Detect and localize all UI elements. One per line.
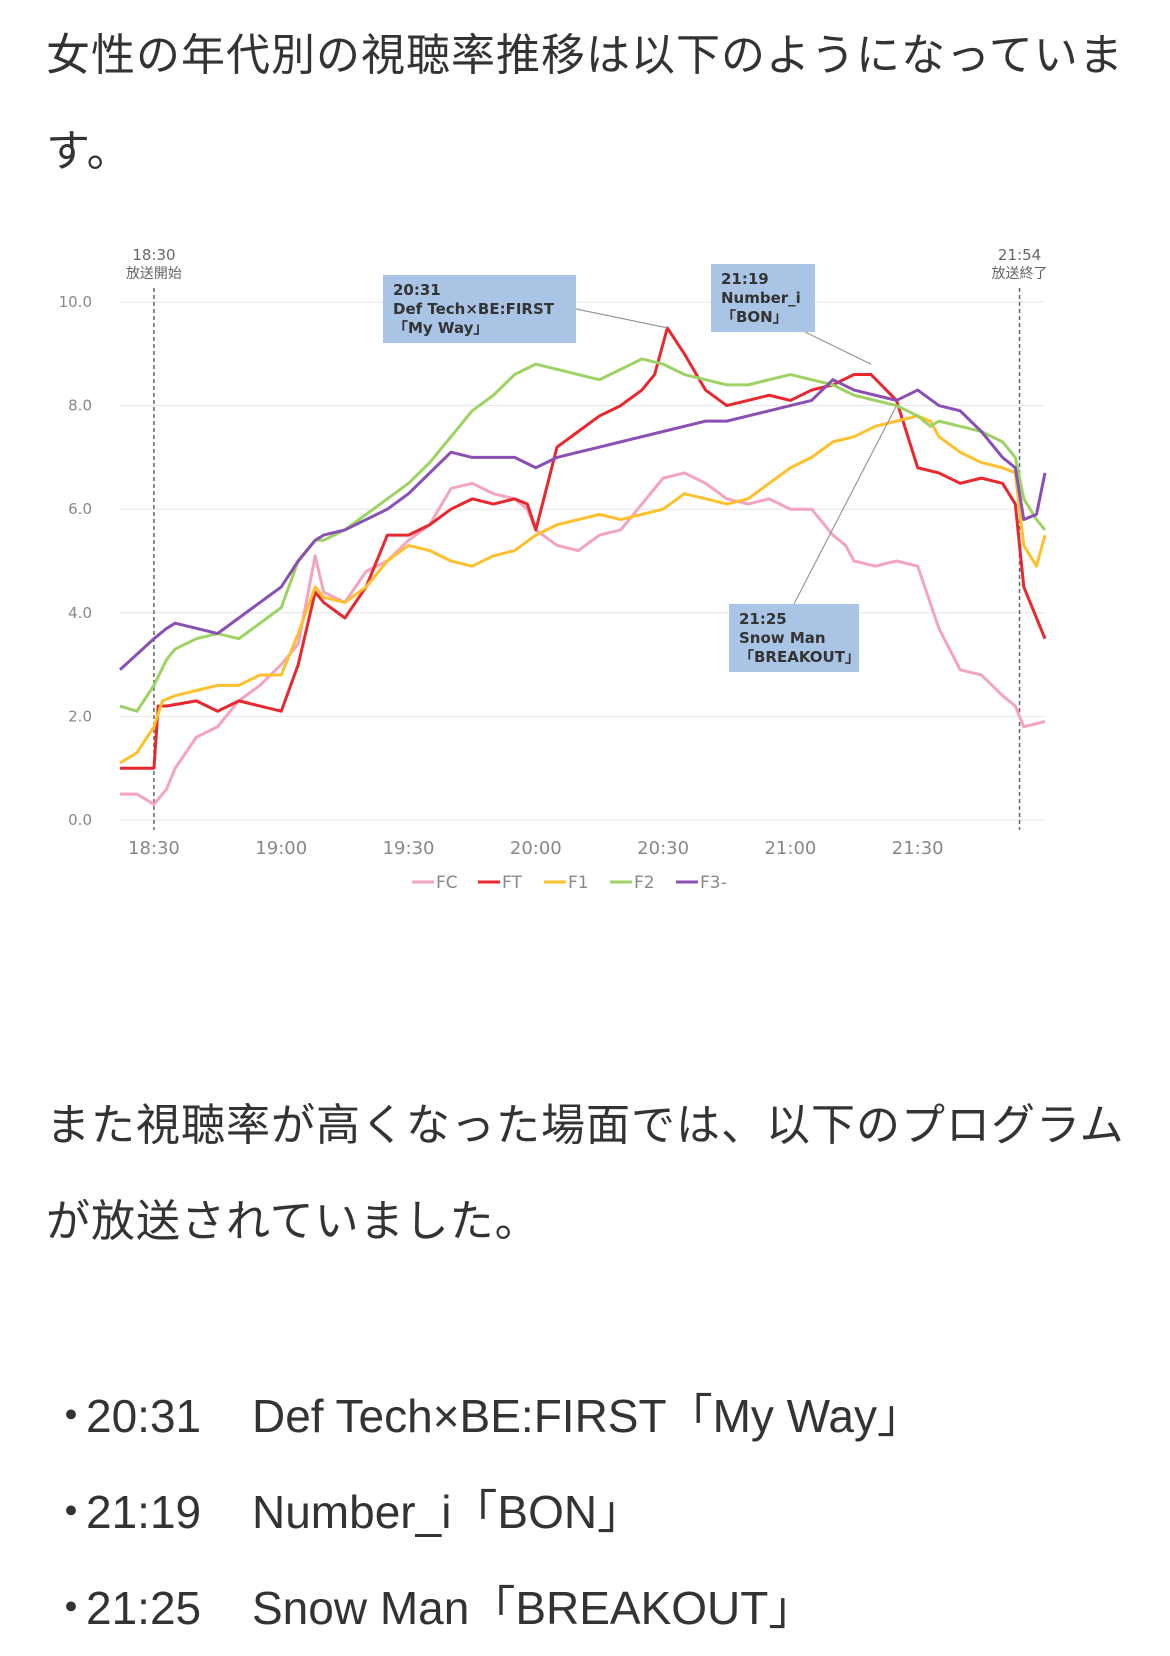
annotation-text: 21:19 bbox=[721, 270, 769, 288]
y-tick-label: 2.0 bbox=[68, 707, 92, 725]
program-time: 21:19 bbox=[86, 1486, 202, 1538]
legend-label: FC bbox=[436, 873, 458, 893]
list-item: ・21:25 Snow Man「BREAKOUT」 bbox=[48, 1560, 923, 1656]
legend-label: F2 bbox=[634, 873, 655, 893]
annotation-leader bbox=[804, 331, 872, 365]
x-tick-label: 18:30 bbox=[128, 838, 180, 859]
programs-intro-paragraph: また視聴率が高くなった場面では、以下のプログラムが放送されていました。 bbox=[46, 1100, 1125, 1247]
annotation-box bbox=[383, 275, 576, 343]
program-title: Def Tech×BE:FIRST「My Way」 bbox=[252, 1390, 923, 1442]
annotation-leader bbox=[575, 308, 668, 329]
legend-label: F1 bbox=[568, 873, 589, 893]
annotation-text: Snow Man bbox=[739, 629, 826, 647]
program-title: Number_i「BON」 bbox=[252, 1486, 644, 1538]
y-tick-label: 0.0 bbox=[68, 811, 92, 829]
annotation-box bbox=[711, 264, 815, 332]
legend-label: F3- bbox=[700, 873, 727, 893]
program-list: ・20:31 Def Tech×BE:FIRST「My Way」 ・21:19 Nu… bbox=[48, 1368, 923, 1656]
series-line-F1 bbox=[119, 414, 1047, 765]
list-item: ・21:19 Number_i「BON」 bbox=[48, 1464, 923, 1560]
line-chart: 0.0 2.0 4.0 6.0 8.0 10.0 18:30 19:00 19:30 20:00 2… bbox=[50, 240, 1120, 940]
annotation-text: 20:31 bbox=[393, 281, 441, 299]
x-tick-label: 20:00 bbox=[510, 838, 562, 859]
annotation-box bbox=[729, 604, 859, 672]
annotation-text: 21:25 bbox=[739, 610, 787, 628]
marker-time: 21:54 bbox=[998, 246, 1041, 264]
intro-paragraph: 女性の年代別の視聴率推移は以下のようになっています。 bbox=[46, 30, 1124, 177]
program-time: 20:31 bbox=[86, 1390, 202, 1442]
series-line-F2 bbox=[119, 357, 1047, 713]
x-tick-label: 20:30 bbox=[637, 838, 689, 859]
x-tick-label: 19:00 bbox=[255, 838, 307, 859]
program-time: 21:25 bbox=[86, 1582, 202, 1634]
x-tick-label: 21:30 bbox=[892, 838, 944, 859]
annotation-text: Def Tech×BE:FIRST bbox=[393, 300, 555, 318]
bullet: ・ bbox=[48, 1486, 94, 1538]
marker-label: 放送開始 bbox=[126, 266, 182, 282]
marker-time: 18:30 bbox=[132, 246, 175, 264]
annotation-leader bbox=[793, 405, 898, 605]
y-tick-label: 8.0 bbox=[68, 397, 92, 415]
program-title: Snow Man「BREAKOUT」 bbox=[252, 1582, 815, 1634]
series-line-FT bbox=[120, 326, 1047, 770]
y-tick-label: 4.0 bbox=[68, 604, 92, 622]
y-tick-label: 6.0 bbox=[68, 500, 92, 518]
annotation-text: Number_i bbox=[721, 289, 801, 307]
legend-label: FT bbox=[502, 873, 522, 893]
y-tick-label: 10.0 bbox=[59, 293, 92, 311]
list-item: ・20:31 Def Tech×BE:FIRST「My Way」 bbox=[48, 1368, 923, 1464]
annotation-text: 「My Way」 bbox=[393, 319, 488, 337]
chart-svg: 0.0 2.0 4.0 6.0 8.0 10.0 18:30 19:00 19:30 20:00 2… bbox=[59, 246, 1048, 893]
annotation-text: 「BREAKOUT」 bbox=[739, 648, 860, 666]
annotation-text: 「BON」 bbox=[721, 308, 788, 326]
series-line-FC bbox=[120, 471, 1046, 806]
bullet: ・ bbox=[48, 1390, 94, 1442]
series-line-F3 bbox=[118, 378, 1047, 671]
marker-label: 放送終了 bbox=[992, 266, 1048, 282]
x-tick-label: 19:30 bbox=[383, 838, 435, 859]
x-tick-label: 21:00 bbox=[764, 838, 816, 859]
